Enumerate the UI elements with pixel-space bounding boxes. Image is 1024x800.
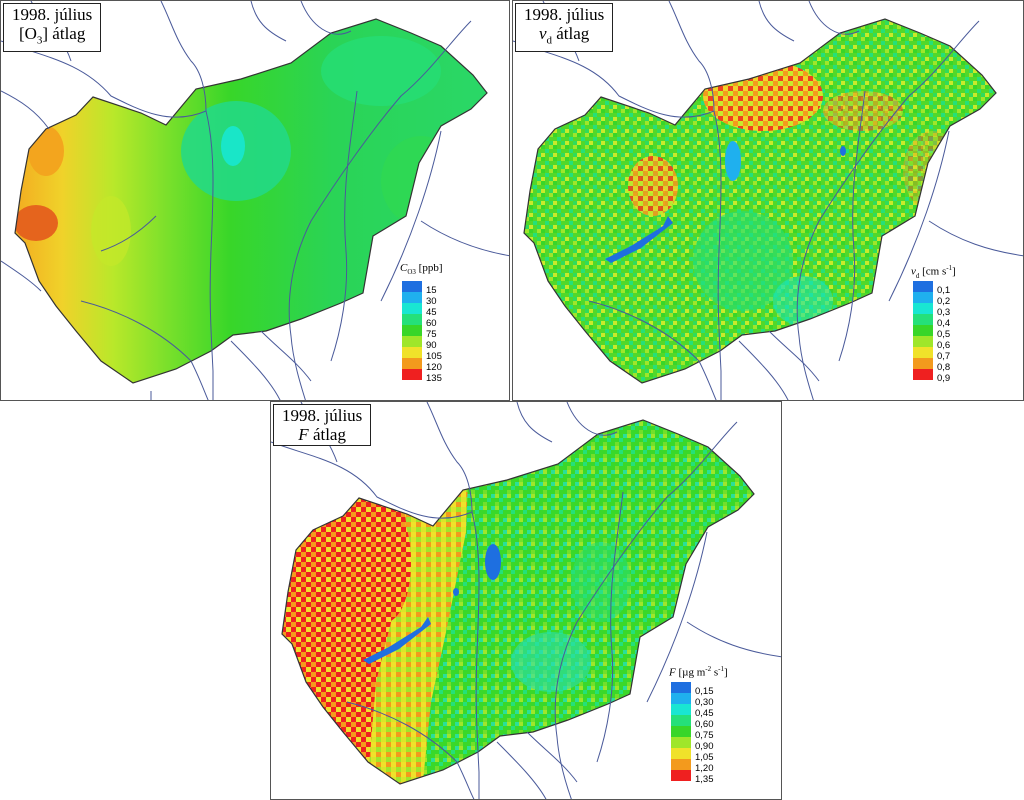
legend-swatch [671, 770, 691, 781]
legend-swatch [671, 682, 691, 693]
title-suffix: átlag [552, 24, 590, 43]
legend-swatch [671, 737, 691, 748]
title-date: 1998. július [524, 5, 605, 24]
legend-unit-sup: -1 [946, 264, 953, 272]
legend-label: 0,60 [695, 719, 714, 730]
legend-swatch [402, 314, 422, 325]
legend-label: 0,7 [937, 351, 951, 362]
legend-label: 0,5 [937, 329, 951, 340]
legend-label: 135 [426, 373, 442, 384]
legend-swatch [671, 704, 691, 715]
ozone-field [15, 19, 487, 383]
legend-label: 0,30 [695, 697, 714, 708]
panel-title: 1998. július [O3] átlag [3, 3, 102, 53]
legend-swatch [402, 336, 422, 347]
rivers-and-borders [271, 402, 781, 799]
legend-label: 105 [426, 351, 442, 362]
legend-label: 0,4 [937, 318, 951, 329]
legend-swatch [402, 281, 422, 292]
title-prefix: v [538, 24, 547, 43]
panel-title: 1998. július F átlag [273, 404, 372, 446]
legend-swatch [913, 358, 933, 369]
legend-title: F [µg m-2 s-1] [669, 664, 728, 678]
legend-var: F [669, 666, 676, 679]
legend-label: 15 [426, 285, 437, 296]
legend-label: 0,15 [695, 686, 714, 697]
legend-label: 60 [426, 318, 437, 329]
legend-swatch [913, 292, 933, 303]
rivers-and-borders [1, 1, 509, 400]
legend-label: 120 [426, 362, 442, 373]
title-quantity: F átlag [282, 425, 362, 444]
legend-swatch [402, 347, 422, 358]
legend-swatch [402, 303, 422, 314]
legend-title: vd [cm s-1] [911, 263, 956, 281]
legend-label: 0,75 [695, 730, 714, 741]
legend-unit: [cm s [919, 265, 947, 278]
legend-unit-mid: s [711, 666, 719, 679]
title-suffix: átlag [308, 425, 346, 444]
title-prefix: F [298, 425, 309, 444]
legend-var-sub: d [915, 271, 920, 280]
legend-swatch [913, 369, 933, 380]
deposition-velocity-map-panel: 1998. július vd átlag vd [cm s-1] 0,1 0,2… [512, 0, 1024, 401]
legend-var-sub: O3 [407, 268, 416, 277]
title-suffix: ] átlag [42, 24, 86, 43]
legend-swatch [402, 358, 422, 369]
legend-var: C [400, 262, 408, 274]
legend-swatch [913, 281, 933, 292]
legend-swatch [671, 715, 691, 726]
legend-label: 0,3 [937, 307, 951, 318]
title-date: 1998. július [12, 5, 93, 24]
title-subscript: 3 [36, 34, 43, 47]
legend-unit-sup2: -1 [718, 665, 725, 673]
legend-label: 0,2 [937, 296, 951, 307]
hungary-map [1, 1, 509, 400]
legend-label: 30 [426, 296, 437, 307]
legend-unit: [ppb] [415, 262, 443, 274]
title-prefix: [O [18, 24, 37, 43]
hungary-map [513, 1, 1023, 400]
legend-swatch [402, 292, 422, 303]
title-quantity: vd átlag [524, 24, 604, 50]
legend-label: 0,45 [695, 708, 714, 719]
legend-swatch [913, 325, 933, 336]
title-quantity: [O3] átlag [12, 24, 92, 50]
legend-label: 75 [426, 329, 437, 340]
legend-unit: [µg m [675, 666, 706, 679]
legend-title: CO3 [ppb] [400, 263, 442, 277]
legend-swatch [671, 693, 691, 704]
legend-var: v [911, 265, 916, 278]
legend-label: 1,20 [695, 763, 714, 774]
legend-swatch [402, 369, 422, 380]
legend-label: 0,6 [937, 340, 951, 351]
legend-label: 0,8 [937, 362, 951, 373]
legend-swatch [913, 314, 933, 325]
legend-label: 0,1 [937, 285, 951, 296]
legend-swatch [913, 347, 933, 358]
legend-label: 1,05 [695, 752, 714, 763]
rivers-and-borders [513, 1, 1023, 400]
legend-swatch [671, 726, 691, 737]
legend-swatch [671, 748, 691, 759]
legend-label: 90 [426, 340, 437, 351]
legend-swatch [913, 336, 933, 347]
legend-label: 1,35 [695, 774, 714, 785]
legend-unit-end: ] [952, 265, 956, 278]
title-date: 1998. július [282, 406, 363, 425]
title-subscript: d [546, 34, 553, 47]
legend-swatch [402, 325, 422, 336]
legend-swatch [913, 303, 933, 314]
legend-swatch [671, 759, 691, 770]
legend-label: 0,90 [695, 741, 714, 752]
legend-label: 0,9 [937, 373, 951, 384]
ozone-concentration-map-panel: 1998. július [O3] átlag CO3 [ppb] 15 30 45… [0, 0, 510, 401]
ozone-flux-map-panel: 1998. július F átlag F [µg m-2 s-1] 0,15… [270, 401, 782, 800]
legend-label: 45 [426, 307, 437, 318]
legend-unit-end: ] [724, 666, 728, 679]
panel-title: 1998. július vd átlag [515, 3, 614, 53]
legend-unit-sup: -2 [705, 665, 712, 673]
